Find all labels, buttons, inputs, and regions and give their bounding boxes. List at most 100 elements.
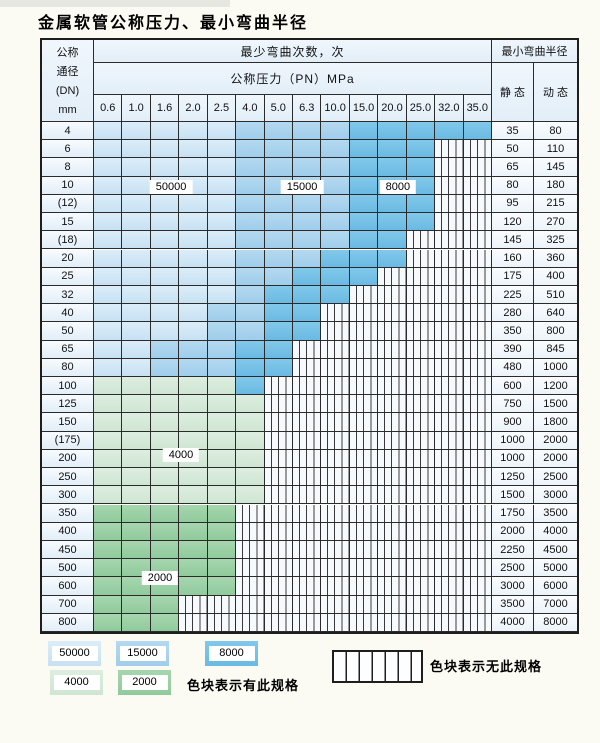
cycles-zone-cell <box>207 377 237 396</box>
no-spec-cell <box>463 413 492 432</box>
no-spec-cell <box>293 449 322 469</box>
pressure-col-header: 2.0 <box>179 95 208 122</box>
cycles-zone-cell <box>406 213 436 232</box>
cycles-zone-cell <box>207 249 237 268</box>
cycles-zone-cell <box>378 140 407 159</box>
cycles-zone-cell <box>150 304 180 323</box>
dynamic-radius-cell: 6000 <box>534 577 577 596</box>
static-radius-cell: 50 <box>492 140 534 159</box>
no-spec-cell <box>378 449 407 469</box>
cycles-zone-cell <box>207 122 237 141</box>
static-radius-cell: 1500 <box>492 486 534 505</box>
cycles-zone-cell <box>122 213 151 232</box>
no-spec-cell <box>349 358 379 377</box>
dn-cell: 700 <box>42 595 94 614</box>
dn-cell: 400 <box>42 522 94 541</box>
cycles-zone-cell <box>94 176 123 195</box>
cycles-zone-cell <box>179 577 208 596</box>
no-spec-cell <box>264 522 293 541</box>
cycles-zone-cell <box>207 304 237 323</box>
cycles-zone-cell <box>321 231 350 250</box>
no-spec-cell <box>378 267 407 286</box>
no-spec-cell <box>236 577 265 596</box>
static-radius-cell: 750 <box>492 395 534 414</box>
static-radius-cell: 120 <box>492 213 534 232</box>
cycles-zone-cell <box>94 194 123 214</box>
legend-no-spec-text: 色块表示无此规格 <box>430 659 543 674</box>
cycles-zone-cell <box>264 213 293 232</box>
static-radius-cell: 480 <box>492 358 534 377</box>
no-spec-cell <box>406 522 436 541</box>
no-spec-cell <box>463 522 492 541</box>
no-spec-cell <box>321 595 350 614</box>
legend-swatch-15000: 15000 <box>116 641 169 666</box>
cycles-zone-cell <box>293 122 322 141</box>
cycles-zone-cell <box>236 213 265 232</box>
static-radius-cell: 3000 <box>492 577 534 596</box>
no-spec-cell <box>406 613 436 632</box>
dynamic-radius-cell: 800 <box>534 322 577 341</box>
no-spec-cell <box>463 504 492 523</box>
no-spec-cell <box>321 340 350 359</box>
cycles-zone-cell <box>94 559 123 578</box>
no-spec-cell <box>378 559 407 578</box>
cycles-zone-cell <box>236 304 265 323</box>
cycles-zone-cell <box>207 468 237 487</box>
legend-swatch-label: 15000 <box>119 646 166 661</box>
static-radius-cell: 350 <box>492 322 534 341</box>
no-spec-cell <box>378 304 407 323</box>
no-spec-cell <box>264 468 293 487</box>
cycles-zone-cell <box>236 486 265 505</box>
no-spec-cell <box>378 540 407 560</box>
dn-cell: 32 <box>42 285 94 305</box>
pressure-col-header: 6.3 <box>293 95 322 122</box>
legend-swatch-4000: 4000 <box>50 670 103 695</box>
cycles-zone-cell <box>293 231 322 250</box>
static-radius-cell: 65 <box>492 158 534 177</box>
dn-column-header: 公称 通径 (DN) mm <box>42 40 94 122</box>
static-radius-cell: 280 <box>492 304 534 323</box>
cycles-zone-cell <box>122 158 151 177</box>
nominal-pressure-header: 公称压力（PN）MPa <box>94 63 492 95</box>
no-spec-cell <box>321 377 350 396</box>
dn-cell: 125 <box>42 395 94 414</box>
dn-cell: (175) <box>42 431 94 450</box>
dn-header-line: 通径 <box>56 66 79 78</box>
no-spec-cell <box>293 377 322 396</box>
dynamic-radius-cell: 7000 <box>534 595 577 614</box>
no-spec-cell <box>406 431 436 450</box>
pressure-col-header: 0.6 <box>94 95 123 122</box>
no-spec-cell <box>463 431 492 450</box>
cycles-zone-cell <box>179 267 208 286</box>
pressure-col-header: 35.0 <box>463 95 492 122</box>
no-spec-cell <box>236 595 265 614</box>
cycles-zone-cell <box>207 231 237 250</box>
cycles-zone-cell <box>150 194 180 214</box>
legend-swatch-50000: 50000 <box>48 641 101 666</box>
cycles-zone-cell <box>179 377 208 396</box>
no-spec-cell <box>264 486 293 505</box>
cycles-zone-cell <box>264 322 293 341</box>
cycles-zone-cell <box>293 158 322 177</box>
no-spec-cell <box>293 431 322 450</box>
no-spec-cell <box>293 486 322 505</box>
no-spec-cell <box>378 522 407 541</box>
dn-cell: 500 <box>42 559 94 578</box>
no-spec-cell <box>349 504 379 523</box>
cycles-zone-cell <box>122 176 151 195</box>
static-radius-cell: 175 <box>492 267 534 286</box>
cycles-zone-cell <box>236 158 265 177</box>
cycles-zone-cell <box>207 431 237 450</box>
cycles-zone-cell <box>94 231 123 250</box>
no-spec-cell <box>349 468 379 487</box>
pressure-col-header: 5.0 <box>264 95 293 122</box>
no-spec-cell <box>321 431 350 450</box>
dn-cell: 800 <box>42 613 94 632</box>
cycles-zone-cell <box>264 249 293 268</box>
no-spec-cell <box>406 304 436 323</box>
cycles-zone-cell <box>236 122 265 141</box>
cycles-zone-cell <box>264 158 293 177</box>
static-radius-cell: 4000 <box>492 613 534 632</box>
cycles-zone-cell <box>264 304 293 323</box>
